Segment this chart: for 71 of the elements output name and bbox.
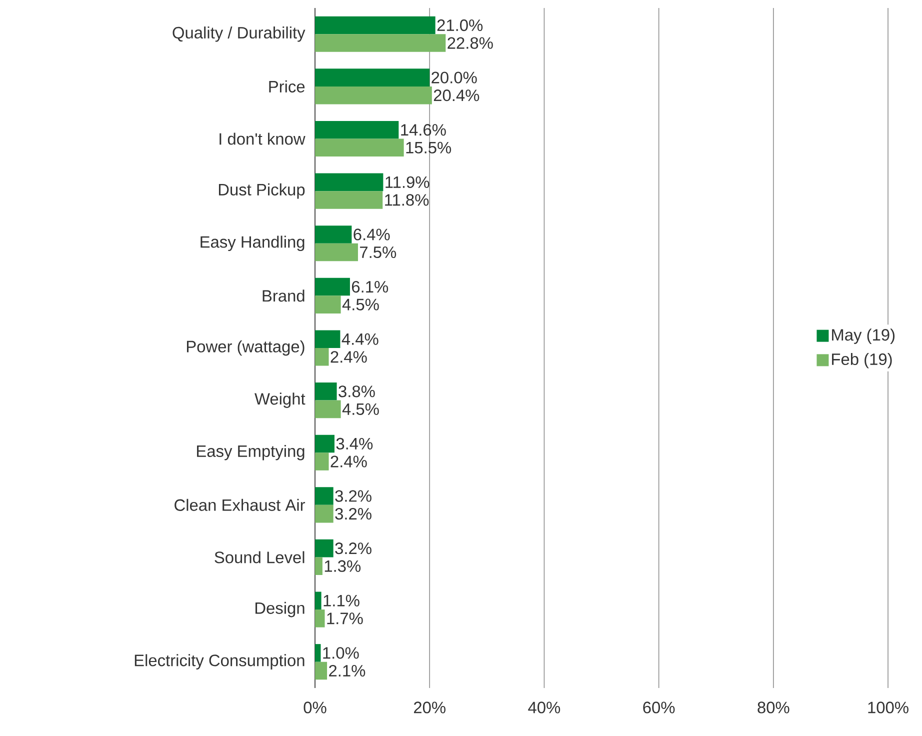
bar bbox=[315, 348, 329, 366]
data-label: 1.7% bbox=[327, 612, 363, 624]
data-label: 11.8% bbox=[385, 194, 429, 206]
x-tick-label: 60% bbox=[643, 702, 675, 714]
data-label: 4.5% bbox=[342, 298, 379, 310]
data-label: 1.1% bbox=[324, 594, 360, 606]
data-label: 21.0% bbox=[437, 19, 483, 32]
x-tick-label: 40% bbox=[528, 702, 560, 714]
legend-label: Feb (19) bbox=[832, 352, 892, 368]
x-tick-label: 0% bbox=[304, 702, 326, 714]
bar bbox=[315, 278, 350, 296]
bar bbox=[315, 434, 334, 453]
bar bbox=[315, 191, 383, 209]
data-label: 1.0% bbox=[323, 647, 359, 659]
y-tick-label: Electricity Consumption bbox=[134, 654, 304, 670]
x-tick-label: 100% bbox=[868, 702, 908, 714]
bar bbox=[315, 557, 322, 576]
data-label: 20.4% bbox=[434, 90, 480, 102]
bar bbox=[315, 296, 341, 314]
data-label: 1.3% bbox=[324, 560, 361, 572]
y-tick-label: Quality / Durability bbox=[172, 26, 306, 42]
bar bbox=[315, 382, 337, 400]
bar bbox=[315, 592, 322, 610]
data-label: 6.1% bbox=[352, 280, 388, 293]
bar bbox=[315, 138, 404, 157]
data-label: 2.1% bbox=[329, 664, 366, 677]
y-tick-label: Brand bbox=[262, 290, 304, 302]
data-label: 3.4% bbox=[336, 438, 373, 450]
bar bbox=[315, 330, 340, 348]
y-tick-label: Weight bbox=[254, 392, 306, 408]
y-tick-label: Power (wattage) bbox=[186, 340, 304, 356]
x-tick-label: 80% bbox=[758, 702, 790, 714]
y-tick-label: Easy Handling bbox=[200, 236, 304, 252]
y-tick-label: Clean Exhaust Air bbox=[174, 498, 306, 511]
bar bbox=[315, 34, 446, 52]
bar bbox=[315, 644, 321, 662]
data-label: 3.2% bbox=[335, 508, 372, 520]
bar bbox=[315, 68, 430, 86]
bar bbox=[315, 504, 334, 523]
bar bbox=[315, 226, 352, 244]
y-tick-label: Sound Level bbox=[214, 551, 304, 564]
data-label: 3.2% bbox=[335, 490, 372, 502]
bar bbox=[315, 16, 436, 34]
bar bbox=[315, 487, 334, 505]
bar bbox=[315, 539, 334, 558]
data-label: 22.8% bbox=[448, 37, 493, 49]
data-label: 7.5% bbox=[360, 246, 396, 258]
data-label: 2.4% bbox=[330, 351, 367, 363]
data-label: 6.4% bbox=[354, 228, 390, 240]
bar bbox=[315, 610, 325, 628]
bar bbox=[315, 400, 341, 418]
bar bbox=[315, 452, 329, 470]
bar bbox=[315, 662, 328, 680]
y-tick-label: Easy Emptying bbox=[197, 444, 304, 460]
bar bbox=[315, 86, 432, 104]
bar bbox=[315, 243, 358, 262]
y-tick-label: I don't know bbox=[220, 132, 306, 145]
y-tick-label: Design bbox=[256, 602, 304, 618]
x-tick-label: 20% bbox=[414, 702, 446, 714]
data-label: 4.4% bbox=[342, 333, 378, 345]
data-label: 3.8% bbox=[338, 386, 375, 398]
data-label: 2.4% bbox=[330, 456, 367, 468]
data-label: 4.5% bbox=[342, 403, 379, 415]
y-tick-label: Price bbox=[269, 80, 305, 92]
bar bbox=[315, 173, 384, 192]
data-label: 3.2% bbox=[335, 542, 372, 554]
data-label: 20.0% bbox=[432, 72, 477, 84]
bar bbox=[315, 120, 399, 139]
data-label: 11.9% bbox=[386, 176, 430, 188]
y-tick-label: Dust Pickup bbox=[218, 183, 305, 199]
legend-label: May (19) bbox=[832, 328, 895, 344]
